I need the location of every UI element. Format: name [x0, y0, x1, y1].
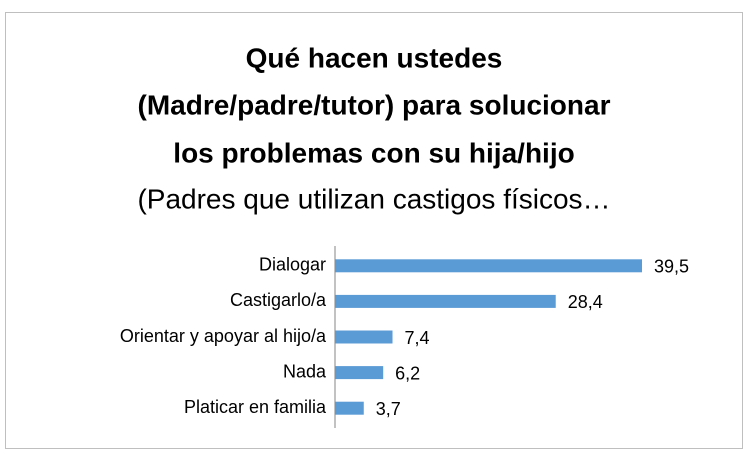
bar [335, 401, 364, 415]
category-label: Nada [283, 361, 327, 381]
data-label: 7,4 [405, 328, 430, 348]
chart-title: (Madre/padre/tutor) para solucionar [138, 89, 611, 120]
bar [335, 294, 556, 308]
bar [335, 366, 384, 380]
data-label: 39,5 [654, 257, 689, 277]
category-label: Orientar y apoyar al hijo/a [120, 326, 327, 346]
data-label: 6,2 [395, 363, 420, 383]
category-label: Platicar en familia [184, 397, 327, 417]
chart-title: los problemas con su hija/hijo [173, 137, 574, 168]
chart-title: Qué hacen ustedes [246, 42, 503, 73]
category-label: Dialogar [259, 255, 326, 275]
data-label: 28,4 [568, 292, 603, 312]
chart-border [5, 12, 743, 449]
bar [335, 330, 393, 344]
bar [335, 259, 642, 273]
category-label: Castigarlo/a [230, 290, 327, 310]
chart-subtitle: (Padres que utilizan castigos físicos… [137, 183, 610, 214]
data-label: 3,7 [376, 399, 401, 419]
